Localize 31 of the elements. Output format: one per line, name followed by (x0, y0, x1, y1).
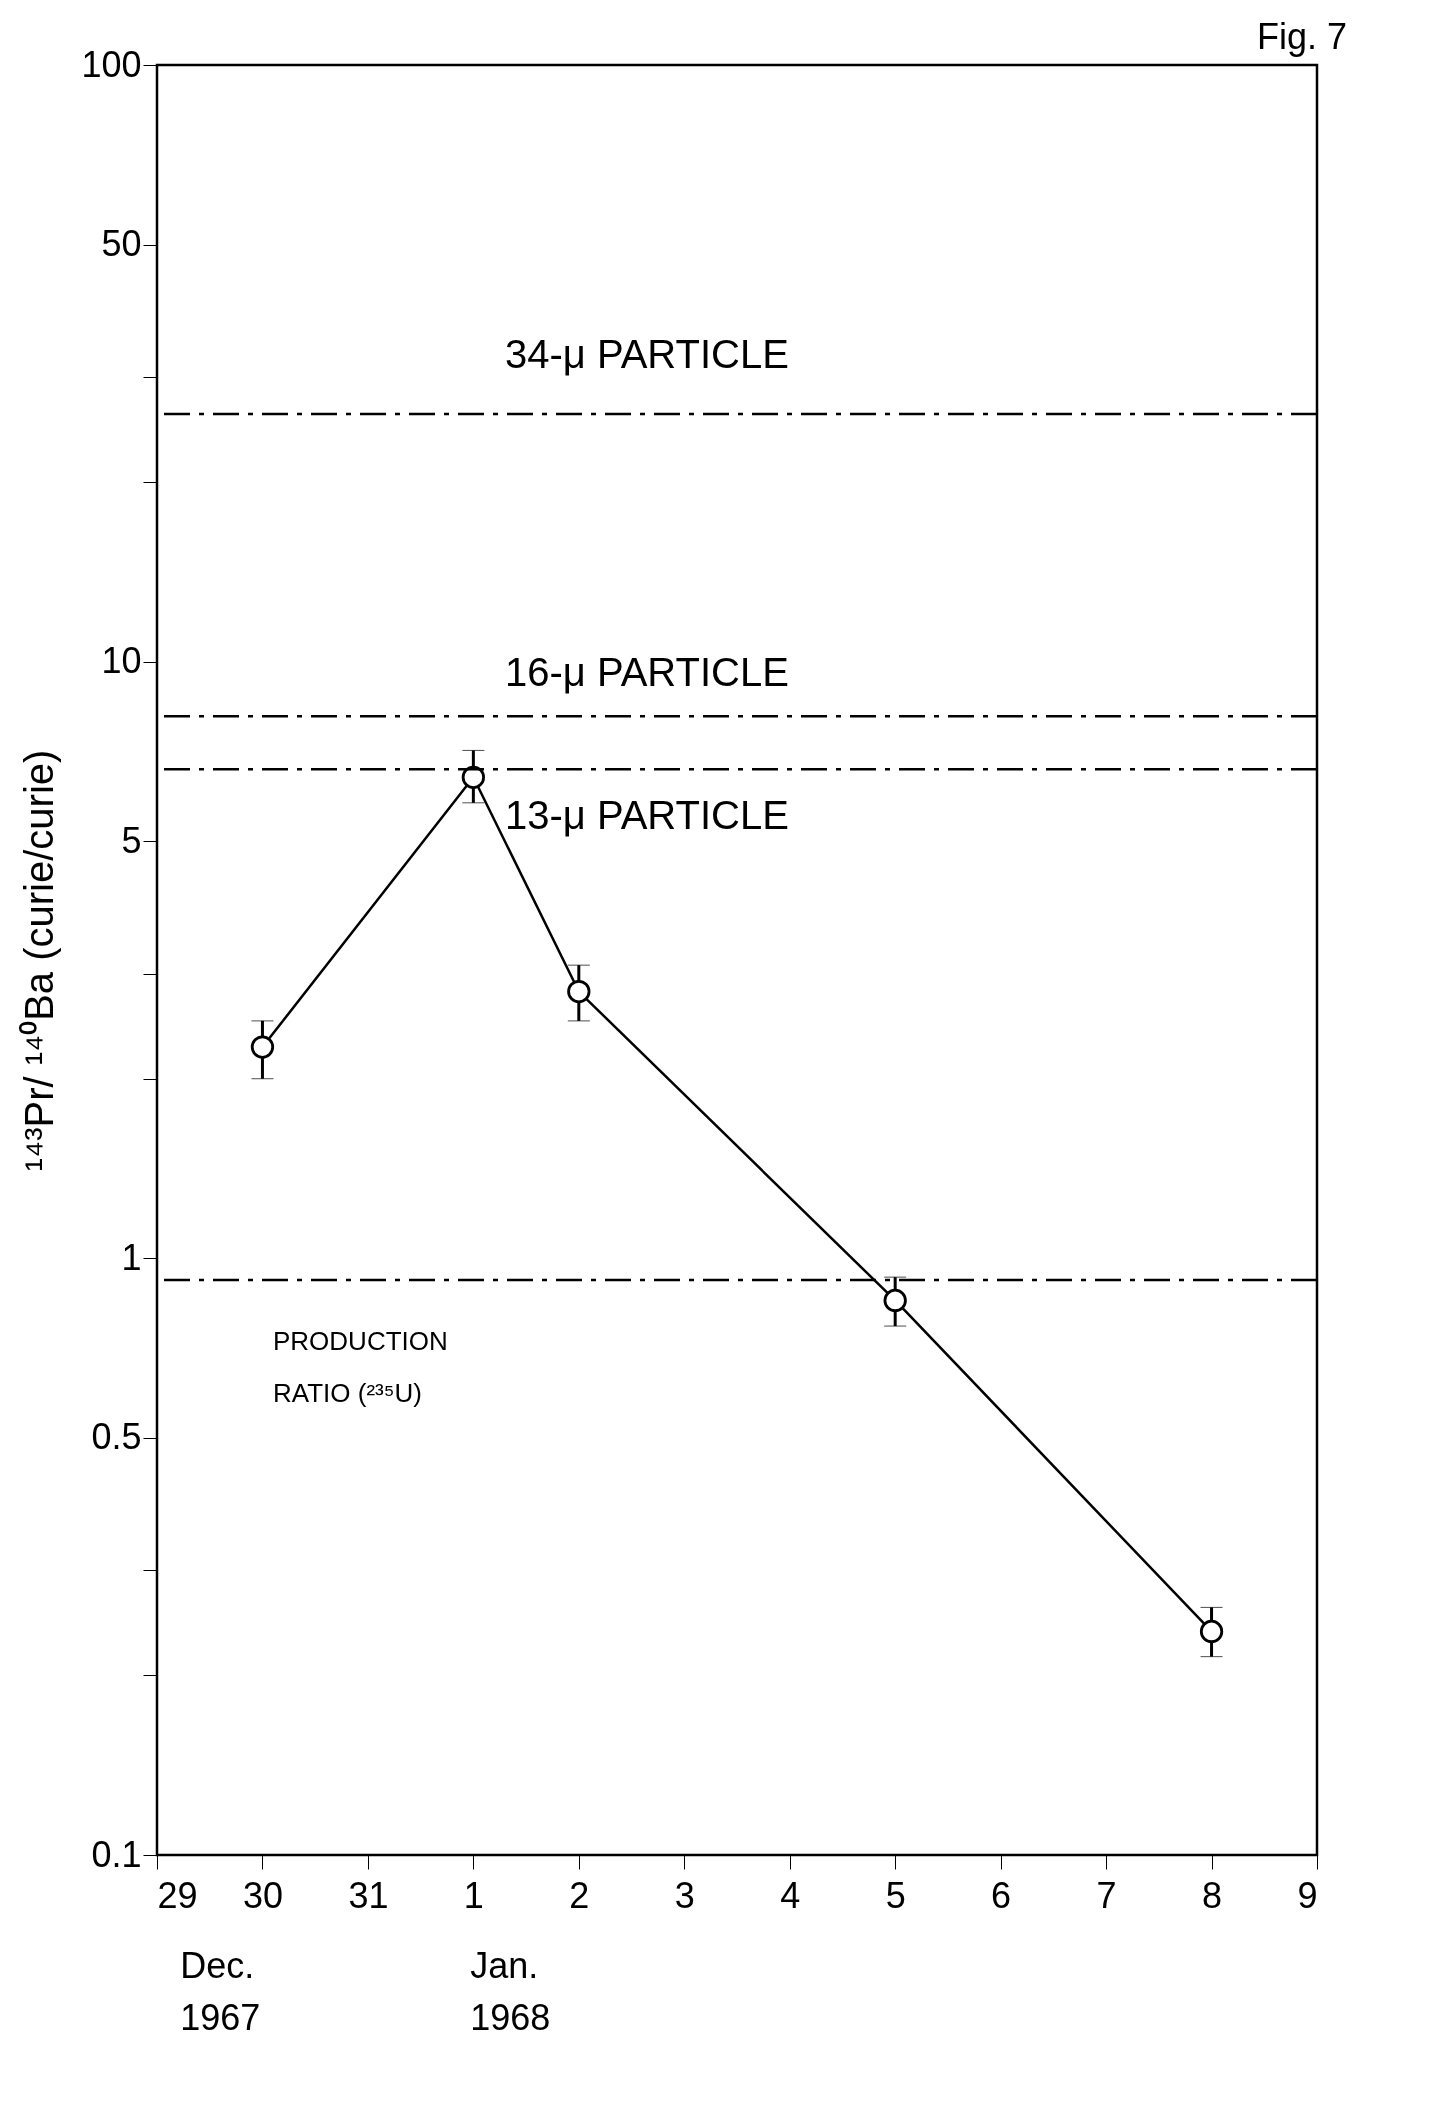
y-axis-title: ¹⁴³Pr/ ¹⁴⁰Ba (curie/curie) (17, 749, 62, 1172)
text: Dec. 1967 (180, 1945, 261, 2038)
x-tick-label: 6 (991, 1874, 1012, 1916)
x-tick-label: 9 (1297, 1874, 1318, 1916)
y-tick-label: 10 (101, 640, 142, 682)
x-tick-label: 4 (780, 1874, 801, 1916)
x-tick-label: 30 (242, 1874, 283, 1916)
x-tick-label: 3 (674, 1874, 695, 1916)
caption: Fig. 7 (1257, 16, 1348, 57)
x-tick-label: 8 (1202, 1874, 1223, 1916)
y-tick-label: 50 (101, 223, 142, 265)
x-tick-label: 1 (463, 1874, 484, 1916)
x-tick-label: 29 (157, 1874, 198, 1916)
x-tick-label: 5 (885, 1874, 906, 1916)
y-tick-label: 5 (121, 819, 142, 861)
text: Jan. 1968 (470, 1945, 551, 2038)
y-tick-label: 100 (81, 43, 142, 85)
point (250, 1035, 275, 1059)
x-tick-label: 31 (348, 1874, 389, 1916)
x-tick-label: 7 (1096, 1874, 1117, 1916)
x-tick-label: 2 (569, 1874, 590, 1916)
y-tick-label: 1 (121, 1236, 142, 1278)
ref-line-label: 13-μ PARTICLE (505, 793, 789, 838)
y-tick-label: 0.5 (91, 1416, 142, 1458)
ref-line-label: PRODUCTION RATIO (²³⁵U) (273, 1325, 448, 1408)
y-tick-label: 0.1 (91, 1833, 142, 1875)
ref-line-label: 34-μ PARTICLE (505, 332, 789, 377)
ref-line-label: 16-μ PARTICLE (505, 650, 789, 695)
point (1199, 1619, 1224, 1644)
point (567, 979, 591, 1004)
point (883, 1288, 907, 1313)
